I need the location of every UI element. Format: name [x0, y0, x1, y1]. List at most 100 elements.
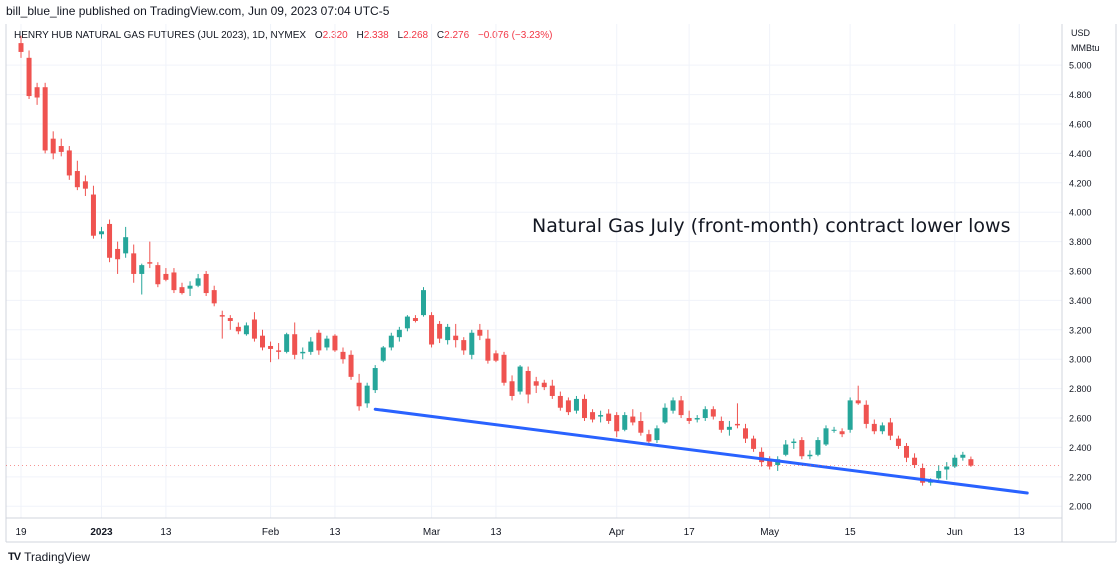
candle-body	[710, 409, 716, 417]
candle-body	[34, 87, 40, 98]
y-tick-label: 2.200	[1069, 472, 1092, 482]
symbol-name: HENRY HUB NATURAL GAS FUTURES (JUL 2023)…	[14, 30, 307, 41]
x-tick-label: 15	[845, 527, 857, 538]
candle-body	[807, 454, 813, 457]
y-unit-usd: USD	[1071, 28, 1091, 38]
candle-body	[332, 335, 338, 351]
publish-info: bill_blue_line published on TradingView.…	[6, 4, 390, 18]
candle-body	[702, 409, 708, 419]
candle-body	[66, 150, 72, 176]
candle-body	[348, 354, 354, 377]
tradingview-logo-icon: TV	[8, 551, 21, 563]
candle-body	[364, 385, 370, 404]
close-label: C	[436, 30, 445, 41]
candle-body	[50, 138, 56, 154]
candle-body	[904, 445, 909, 458]
tradingview-footer[interactable]: TV TradingView	[8, 550, 90, 564]
candle-body	[726, 426, 732, 430]
candle-body	[115, 248, 121, 260]
low-label: L	[397, 30, 404, 41]
x-tick-label: 17	[684, 527, 696, 538]
candle-body	[839, 431, 845, 435]
candle-body	[163, 273, 169, 280]
candle-body	[920, 468, 926, 483]
candle-body	[662, 407, 668, 423]
candle-body	[155, 265, 161, 285]
candle-body	[718, 420, 724, 430]
candle-body	[767, 459, 773, 467]
x-tick-label: May	[760, 527, 779, 538]
candle-body	[606, 413, 612, 421]
candle-body	[622, 415, 628, 430]
y-tick-label: 4.800	[1069, 90, 1092, 100]
candle-body	[235, 326, 241, 332]
candle-body	[549, 385, 555, 396]
candle-body	[268, 345, 274, 349]
candle-body	[437, 323, 443, 339]
candle-body	[855, 400, 861, 404]
candle-body	[99, 231, 104, 235]
candle-body	[90, 194, 96, 236]
x-tick-label: 19	[15, 527, 27, 538]
candle-body	[82, 181, 88, 189]
candle-body	[147, 262, 153, 264]
candle-body	[292, 334, 298, 355]
x-tick-label: 2023	[90, 527, 113, 538]
candle-body	[630, 416, 636, 423]
candle-body	[678, 400, 684, 416]
candle-body	[187, 285, 193, 289]
y-tick-label: 2.800	[1069, 384, 1092, 394]
candle-body	[251, 319, 257, 339]
open-label: O	[314, 30, 323, 41]
x-tick-label: 13	[490, 527, 502, 538]
candle-body	[324, 338, 330, 348]
support-trendline	[373, 407, 1029, 495]
chart-annotation: Natural Gas July (front-month) contract …	[532, 215, 1011, 237]
candle-body	[654, 428, 660, 441]
candle-body	[493, 353, 499, 361]
candle-body	[614, 415, 620, 432]
candle-body	[421, 290, 426, 316]
candle-body	[227, 318, 233, 321]
candle-body	[260, 335, 265, 348]
candle-body	[372, 368, 378, 391]
candle-body	[734, 423, 740, 426]
change-value: −0.076 (−3.23%)	[477, 30, 553, 41]
candle-body	[815, 440, 821, 455]
candle-body	[445, 326, 451, 341]
candle-body	[429, 315, 435, 345]
candle-body	[477, 329, 483, 336]
tradingview-brand: TradingView	[24, 550, 91, 564]
candle-body	[139, 265, 145, 274]
y-unit-mmbtu: MMBtu	[1071, 43, 1100, 53]
y-tick-label: 2.600	[1069, 414, 1092, 424]
candle-body	[895, 438, 901, 446]
candle-body	[404, 316, 410, 329]
candle-body	[582, 398, 587, 419]
candle-body	[686, 418, 692, 421]
candle-body	[783, 444, 789, 455]
candle-body	[565, 400, 571, 413]
low-value: 2.268	[403, 30, 429, 41]
x-tick-label: Jun	[947, 527, 963, 538]
y-tick-label: 3.000	[1069, 355, 1092, 365]
candle-body	[525, 370, 531, 395]
candle-body	[380, 347, 386, 361]
x-tick-label: 13	[160, 527, 172, 538]
candle-body	[952, 457, 958, 467]
candle-body	[131, 253, 137, 274]
candle-body	[557, 395, 563, 408]
y-tick-label: 4.200	[1069, 178, 1092, 188]
candle-body	[469, 332, 475, 355]
y-tick-label: 3.400	[1069, 296, 1092, 306]
candle-body	[847, 400, 853, 430]
candle-body	[541, 382, 547, 388]
y-tick-label: 3.800	[1069, 237, 1092, 247]
candle-body	[316, 332, 322, 351]
candle-body	[243, 325, 249, 335]
candle-body	[412, 318, 418, 321]
y-tick-label: 3.600	[1069, 267, 1092, 277]
candle-body	[638, 420, 644, 433]
candle-body	[871, 423, 877, 432]
